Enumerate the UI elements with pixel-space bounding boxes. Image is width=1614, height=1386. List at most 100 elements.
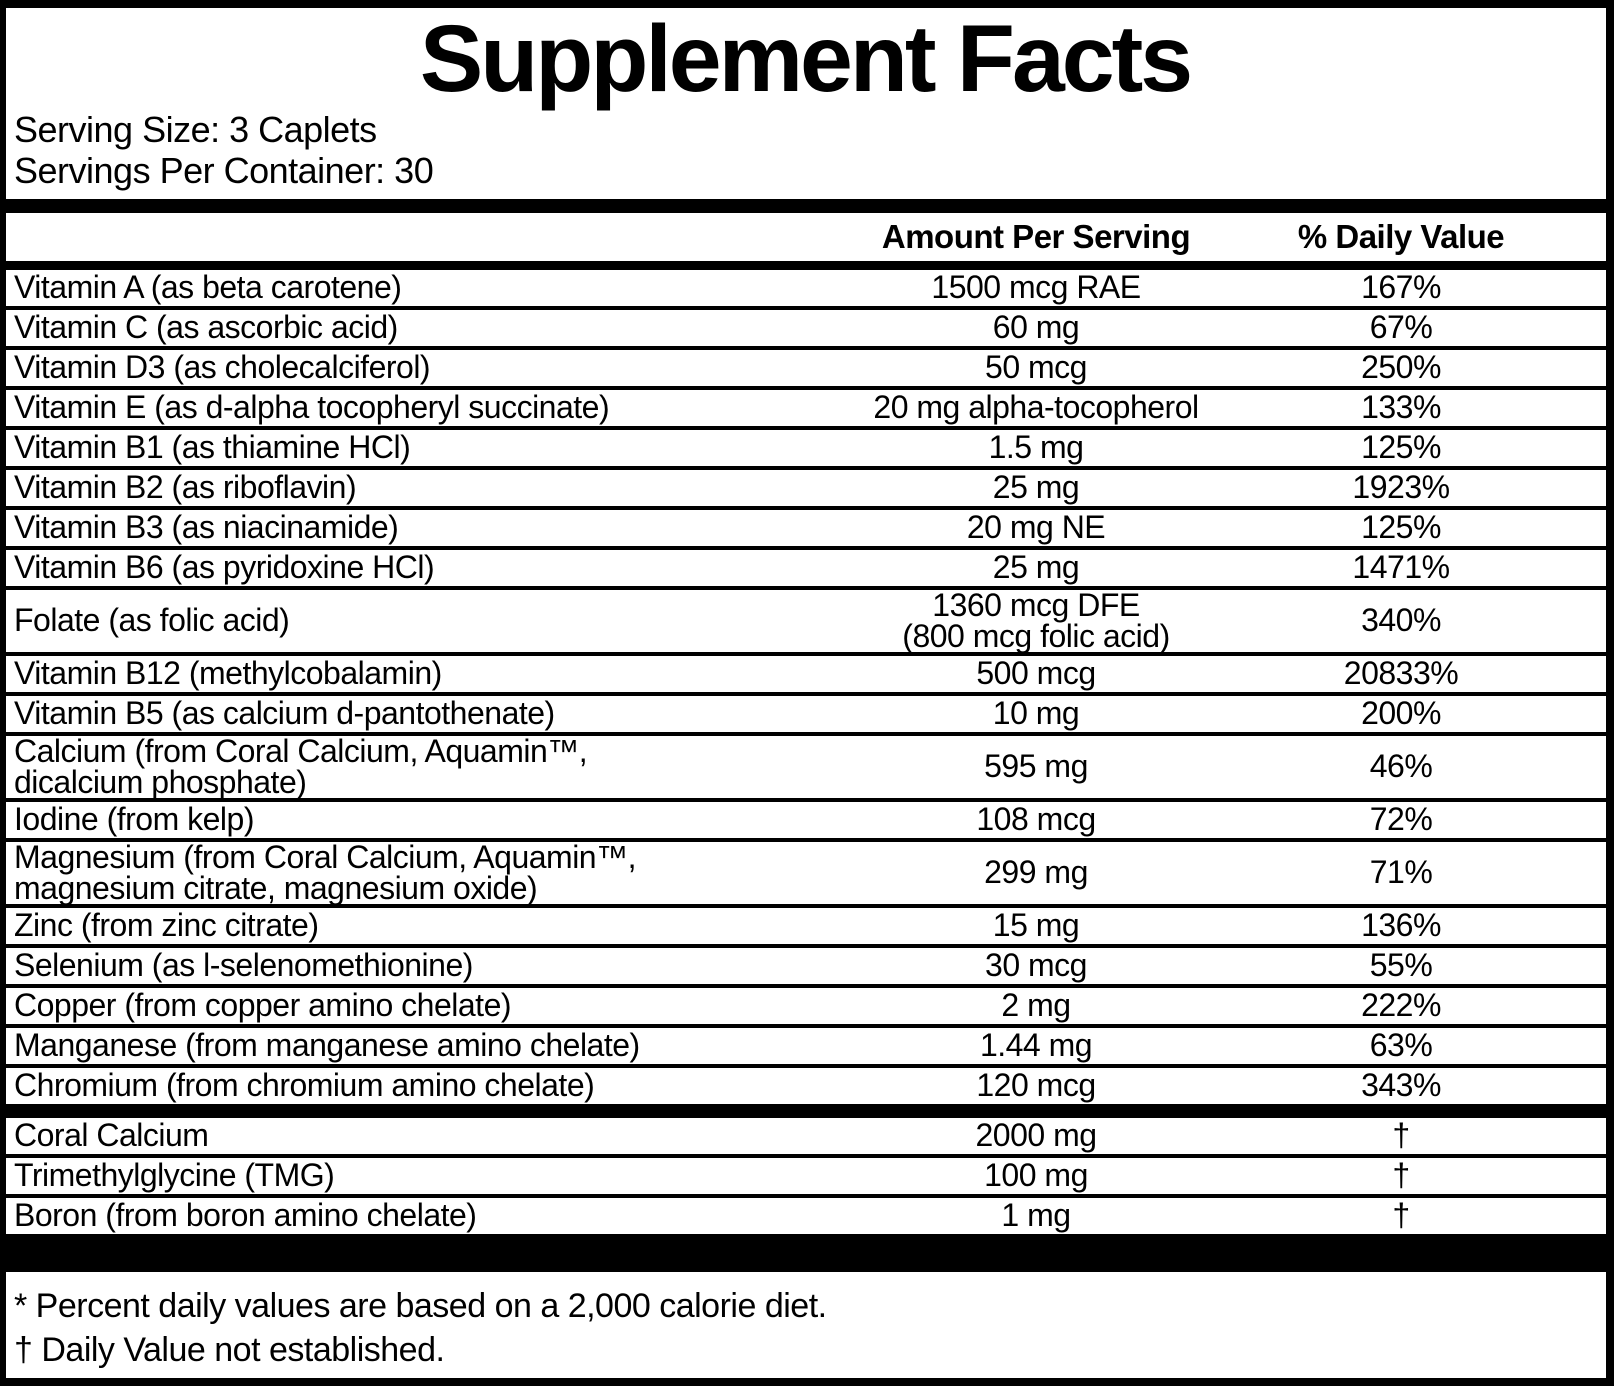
table-row: Vitamin B2 (as riboflavin) 25 mg 1923%: [6, 470, 1606, 510]
table-row: Vitamin E (as d-alpha tocopheryl succina…: [6, 390, 1606, 430]
nutrient-daily-value: 55%: [1256, 949, 1546, 981]
column-header-daily-value: % Daily Value: [1297, 217, 1505, 255]
nutrient-daily-value: 125%: [1256, 509, 1546, 546]
nutrient-name: Manganese (from manganese amino chelate): [6, 1027, 816, 1064]
nutrient-name-text: Vitamin D3 (as cholecalciferol): [14, 349, 431, 386]
nutrient-amount-text: (800 mcg folic acid): [902, 617, 1170, 654]
table-row: Vitamin C (as ascorbic acid) 60 mg 67%: [6, 310, 1606, 350]
nutrient-amount: 60 mg: [816, 309, 1256, 346]
table-row: Folate (as folic acid) 1360 mcg DFE (800 m…: [6, 589, 1606, 656]
nutrient-name-text: Copper (from copper amino chelate): [14, 987, 512, 1024]
nutrient-daily-value: 1471%: [1256, 549, 1546, 586]
nutrient-name-text: Calcium (from Coral Calcium, Aquamin™,: [14, 732, 588, 769]
nutrient-amount-text: 2000 mg: [975, 1117, 1097, 1154]
nutrient-name-text: Selenium (as l-selenomethionine): [14, 947, 473, 984]
nutrient-table-main: Vitamin A (as beta carotene) 1500 mcg RAE…: [6, 270, 1606, 1108]
nutrient-name-text: Manganese (from manganese amino chelate): [14, 1027, 640, 1064]
nutrient-name-text: Vitamin B1 (as thiamine HCl): [14, 429, 411, 466]
nutrient-name-text: Vitamin B2 (as riboflavin): [14, 469, 357, 506]
nutrient-daily-value: 67%: [1256, 311, 1546, 343]
nutrient-name: Vitamin B5 (as calcium d-pantothenate): [6, 695, 816, 732]
label-title: Supplement Facts: [419, 6, 1193, 112]
nutrient-amount: 108 mcg: [816, 801, 1256, 838]
nutrient-daily-value-text: 20833%: [1343, 655, 1459, 692]
nutrient-amount: 15 mg: [816, 907, 1256, 944]
nutrient-name-text: Vitamin B5 (as calcium d-pantothenate): [14, 695, 555, 732]
nutrient-table-secondary: Coral Calcium 2000 mg † Trimethylglycine (T…: [6, 1118, 1606, 1238]
nutrient-daily-value-text: †: [1392, 1157, 1410, 1194]
nutrient-name: Boron (from boron amino chelate): [6, 1199, 816, 1231]
nutrient-daily-value-text: 46%: [1369, 748, 1433, 785]
table-row: Magnesium (from Coral Calcium, Aquamin™,…: [6, 841, 1606, 908]
nutrient-daily-value: 63%: [1256, 1029, 1546, 1061]
table-row: Vitamin D3 (as cholecalciferol) 50 mcg 250…: [6, 350, 1606, 390]
nutrient-name-text: Chromium (from chromium amino chelate): [14, 1067, 595, 1104]
nutrient-amount: 1500 mcg RAE: [816, 271, 1256, 303]
nutrient-amount-text: 108 mcg: [976, 801, 1096, 838]
nutrient-amount-text: 10 mg: [992, 695, 1080, 732]
nutrient-name: Vitamin B12 (methylcobalamin): [6, 657, 816, 689]
table-row: Copper (from copper amino chelate) 2 mg 22…: [6, 988, 1606, 1028]
nutrient-name-text: Vitamin C (as ascorbic acid): [14, 309, 398, 346]
nutrient-daily-value: 343%: [1256, 1067, 1546, 1104]
column-header-amount: Amount Per Serving: [881, 217, 1191, 255]
nutrient-daily-value-text: 125%: [1361, 509, 1441, 546]
nutrient-name: Coral Calcium: [6, 1119, 816, 1151]
nutrient-daily-value-text: †: [1392, 1197, 1410, 1234]
nutrient-amount-text: 60 mg: [992, 309, 1080, 346]
nutrient-amount-text: 25 mg: [992, 549, 1080, 586]
nutrient-name: Iodine (from kelp): [6, 801, 816, 838]
footnote-daily-value-not-established: † Daily Value not established.: [14, 1330, 445, 1369]
nutrient-amount: 1.44 mg: [816, 1029, 1256, 1061]
divider-thick-middle: [6, 1107, 1606, 1118]
table-row: Selenium (as l-selenomethionine) 30 mcg 55…: [6, 948, 1606, 988]
nutrient-name: Magnesium (from Coral Calcium, Aquamin™,…: [6, 841, 816, 904]
nutrient-amount: 50 mcg: [816, 351, 1256, 383]
nutrient-amount-text: 120 mcg: [976, 1067, 1096, 1104]
nutrient-amount-text: 595 mg: [984, 748, 1088, 785]
nutrient-name-text: Iodine (from kelp): [14, 801, 254, 838]
nutrient-daily-value-text: 200%: [1361, 695, 1441, 732]
nutrient-daily-value-text: 340%: [1361, 602, 1441, 639]
nutrient-name: Vitamin B6 (as pyridoxine HCl): [6, 551, 816, 583]
nutrient-amount: 20 mg alpha-tocopherol: [816, 389, 1256, 426]
table-row: Calcium (from Coral Calcium, Aquamin™, di…: [6, 732, 1606, 802]
nutrient-amount: 595 mg: [816, 748, 1256, 785]
nutrient-name: Vitamin B1 (as thiamine HCl): [6, 429, 816, 466]
nutrient-amount: 10 mg: [816, 695, 1256, 732]
column-header-row: Amount Per Serving % Daily Value: [6, 213, 1606, 270]
nutrient-daily-value-text: 250%: [1361, 349, 1441, 386]
footnotes-block: * Percent daily values are based on a 2,…: [6, 1272, 1606, 1378]
nutrient-daily-value-text: 343%: [1361, 1067, 1441, 1104]
nutrient-amount-text: 2 mg: [1001, 987, 1071, 1024]
table-row: Trimethylglycine (TMG) 100 mg †: [6, 1158, 1606, 1198]
nutrient-amount: 25 mg: [816, 549, 1256, 586]
nutrient-amount-text: 20 mg alpha-tocopherol: [873, 389, 1199, 426]
table-row: Vitamin B12 (methylcobalamin) 500 mcg 2083…: [6, 656, 1606, 696]
table-row: Iodine (from kelp) 108 mcg 72%: [6, 802, 1606, 842]
nutrient-daily-value: 250%: [1256, 349, 1546, 386]
nutrient-daily-value-text: 72%: [1369, 801, 1433, 838]
nutrient-amount: 120 mcg: [816, 1067, 1256, 1104]
nutrient-daily-value-text: 136%: [1361, 907, 1441, 944]
nutrient-amount-text: 500 mcg: [976, 655, 1096, 692]
nutrient-daily-value-text: 1471%: [1352, 549, 1450, 586]
nutrient-amount-text: 30 mcg: [985, 947, 1087, 984]
nutrient-amount: 30 mcg: [816, 947, 1256, 984]
nutrient-amount-text: 15 mg: [992, 907, 1080, 944]
nutrient-amount: 2000 mg: [816, 1117, 1256, 1154]
nutrient-name: Vitamin B3 (as niacinamide): [6, 509, 816, 546]
nutrient-daily-value-text: 125%: [1361, 429, 1441, 466]
table-row: Vitamin A (as beta carotene) 1500 mcg RAE…: [6, 270, 1606, 310]
divider-thick-top: [6, 198, 1606, 213]
nutrient-name: Copper (from copper amino chelate): [6, 987, 816, 1024]
nutrient-amount: 1 mg: [816, 1199, 1256, 1231]
nutrient-daily-value: 46%: [1256, 748, 1546, 785]
table-row: Vitamin B3 (as niacinamide) 20 mg NE 125%: [6, 510, 1606, 550]
nutrient-name-text: Vitamin B3 (as niacinamide): [14, 509, 399, 546]
table-row: Chromium (from chromium amino chelate) 12…: [6, 1068, 1606, 1108]
nutrient-daily-value: 1923%: [1256, 471, 1546, 503]
nutrient-name: Selenium (as l-selenomethionine): [6, 947, 816, 984]
nutrient-name: Calcium (from Coral Calcium, Aquamin™, di…: [6, 732, 816, 798]
nutrient-daily-value: †: [1256, 1119, 1546, 1151]
